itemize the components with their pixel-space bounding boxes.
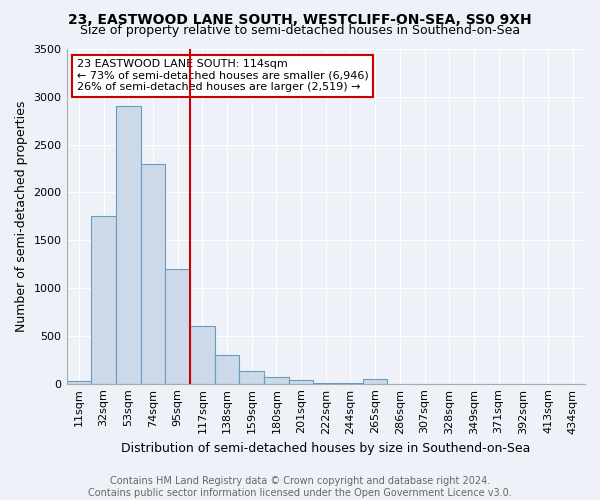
Bar (67, 381, 91, 384)
Bar (116, 106, 140, 384)
Text: 23 EASTWOOD LANE SOUTH: 114sqm
← 73% of semi-detached houses are smaller (6,946): 23 EASTWOOD LANE SOUTH: 114sqm ← 73% of … (77, 59, 368, 92)
Y-axis label: Number of semi-detached properties: Number of semi-detached properties (15, 100, 28, 332)
Bar (313, 382, 338, 384)
Bar (91, 216, 116, 384)
Bar (215, 355, 239, 384)
Text: Size of property relative to semi-detached houses in Southend-on-Sea: Size of property relative to semi-detach… (80, 24, 520, 37)
Bar (190, 326, 215, 384)
Text: 23, EASTWOOD LANE SOUTH, WESTCLIFF-ON-SEA, SS0 9XH: 23, EASTWOOD LANE SOUTH, WESTCLIFF-ON-SE… (68, 12, 532, 26)
Bar (289, 380, 313, 384)
Bar (239, 371, 264, 384)
X-axis label: Distribution of semi-detached houses by size in Southend-on-Sea: Distribution of semi-detached houses by … (121, 442, 530, 455)
Bar (363, 379, 388, 384)
Text: Contains HM Land Registry data © Crown copyright and database right 2024.
Contai: Contains HM Land Registry data © Crown c… (88, 476, 512, 498)
Bar (140, 164, 165, 384)
Bar (165, 269, 190, 384)
Bar (264, 376, 289, 384)
